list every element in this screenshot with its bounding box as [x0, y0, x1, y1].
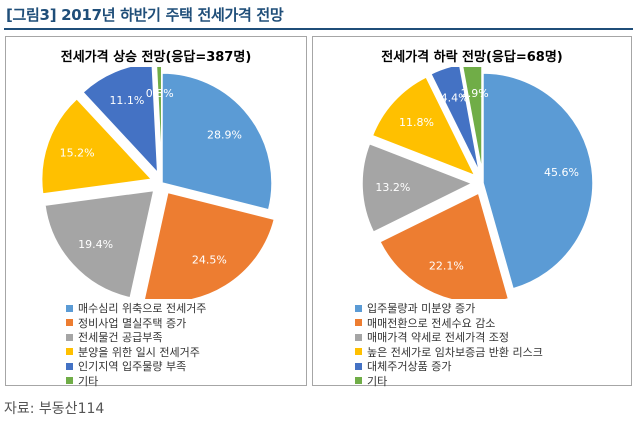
legend-item: 기타 — [355, 374, 543, 389]
legend-item: 매수심리 위축으로 전세거주 — [66, 301, 206, 316]
pie-slice-4 — [371, 75, 477, 177]
legend-swatch — [355, 377, 362, 385]
legend-item: 기타 — [66, 374, 206, 389]
title-rule — [4, 28, 633, 30]
legend-label: 인기지역 입주물량 부족 — [78, 360, 187, 374]
pie-slice-5 — [81, 67, 159, 175]
pie-slice-1 — [482, 72, 594, 290]
data-label-4: 11.8% — [399, 116, 434, 129]
chart-panel-fall: 전세가격 하락 전망(응답=68명) 45.6% 22.1% 13.2% 11.8% 4… — [312, 36, 632, 388]
chart-title: 전세가격 상승 전망(응답=387명) — [60, 50, 252, 65]
legend-item: 분양을 위한 일시 전세거주 — [66, 345, 206, 360]
chart-panel-rise: 전세가격 상승 전망(응답=387명) 28.9% 24.5% 19.4% 15.2%… — [5, 36, 307, 388]
legend-label: 기타 — [78, 374, 99, 388]
data-label-1: 28.9% — [207, 128, 242, 141]
data-label-3: 19.4% — [78, 238, 113, 251]
legend-label: 정비사업 멸실주택 증가 — [78, 316, 187, 330]
legend-swatch — [66, 304, 73, 312]
legend-label: 기타 — [367, 374, 388, 388]
data-label-5: 4.4% — [441, 91, 469, 104]
legend-swatch — [355, 304, 362, 312]
chart-title: 전세가격 하락 전망(응답=68명) — [381, 50, 563, 65]
pie-slice-4 — [40, 97, 154, 195]
legend-item: 입주물량과 미분양 증가 — [355, 301, 543, 316]
pie-slice-3 — [44, 189, 155, 299]
legend-swatch — [355, 362, 362, 370]
figure-title: [그림3] 2017년 하반기 주택 전세가격 전망 — [6, 6, 284, 24]
legend-label: 입주물량과 미분양 증가 — [367, 302, 476, 316]
pie-slice-6 — [461, 67, 483, 173]
legend-label: 매매가격 약세로 전세가격 조정 — [367, 331, 510, 345]
legend-label: 대체주거상품 증가 — [367, 360, 452, 374]
data-label-3: 13.2% — [375, 181, 410, 194]
pie-slice-5 — [429, 67, 481, 173]
legend-label: 전세물건 공급부족 — [78, 331, 163, 345]
legend-swatch — [355, 348, 362, 356]
pie-slice-3 — [361, 142, 474, 234]
legend-swatch — [66, 319, 73, 327]
legend-label: 매수심리 위축으로 전세거주 — [78, 302, 207, 316]
legend-label: 높은 전세가로 임차보증금 반환 리스크 — [367, 345, 543, 359]
legend-item: 매매가격 약세로 전세가격 조정 — [355, 330, 543, 345]
pie-slice-2 — [143, 191, 276, 299]
pie-chart-fall: 45.6% 22.1% 13.2% 11.8% 4.4%2.9% — [361, 67, 594, 299]
legend-item: 인기지역 입주물량 부족 — [66, 359, 206, 374]
legend-swatch — [66, 333, 73, 341]
data-label-2: 22.1% — [429, 259, 464, 272]
source-note: 자료: 부동산114 — [4, 401, 105, 417]
data-label-5: 11.1% — [109, 94, 144, 107]
data-label-6: 0.8% — [146, 87, 174, 100]
legend-item: 높은 전세가로 임차보증금 반환 리스크 — [355, 345, 543, 360]
legend-label: 분양을 위한 일시 전세거주 — [78, 345, 200, 359]
data-label-2: 24.5% — [192, 254, 227, 267]
legend-label: 매매전환으로 전세수요 감소 — [367, 316, 496, 330]
legend-swatch — [66, 377, 73, 385]
legend-item: 전세물건 공급부족 — [66, 330, 206, 345]
legend-swatch — [355, 333, 362, 341]
pie-slice-1 — [161, 72, 273, 211]
legend-item: 매매전환으로 전세수요 감소 — [355, 316, 543, 331]
legend-swatch — [355, 319, 362, 327]
data-label-4: 15.2% — [60, 147, 95, 160]
pie-slice-6 — [155, 67, 163, 173]
legend-item: 정비사업 멸실주택 증가 — [66, 316, 206, 331]
legend-swatch — [66, 362, 73, 370]
legend-fall: 입주물량과 미분양 증가 매매전환으로 전세수요 감소 매매가격 약세로 전세가격 … — [355, 301, 543, 388]
legend-rise: 매수심리 위축으로 전세거주 정비사업 멸실주택 증가 전세물건 공급부족 분양을 위… — [66, 301, 206, 388]
legend-item: 대체주거상품 증가 — [355, 359, 543, 374]
legend-swatch — [66, 348, 73, 356]
data-label-6: 2.9% — [461, 87, 489, 100]
pie-chart-rise: 28.9% 24.5% 19.4% 15.2% 11.1%0.8% — [40, 67, 276, 299]
pie-slice-2 — [378, 191, 510, 299]
data-label-1: 45.6% — [544, 166, 579, 179]
